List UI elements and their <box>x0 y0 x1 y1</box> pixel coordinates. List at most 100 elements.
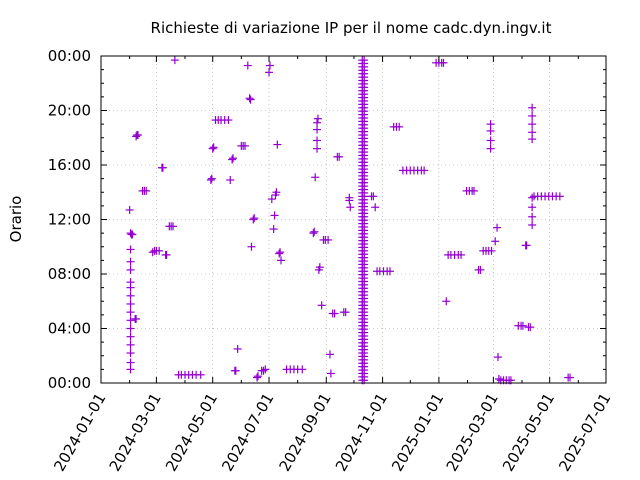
data-point <box>228 155 237 164</box>
data-point <box>270 211 279 220</box>
data-point <box>313 144 322 153</box>
data-point <box>522 241 531 250</box>
data-point <box>126 278 135 287</box>
data-point <box>565 373 574 382</box>
data-point <box>261 365 270 374</box>
data-point <box>346 203 355 212</box>
data-point <box>476 265 485 274</box>
data-point <box>126 340 135 349</box>
data-point <box>243 61 252 70</box>
data-point <box>360 56 369 65</box>
data-point <box>250 214 259 223</box>
data-point <box>526 323 535 332</box>
grid-lines <box>101 56 606 383</box>
data-point <box>309 229 318 238</box>
data-point <box>395 122 404 131</box>
data-point <box>128 230 137 239</box>
y-tick-label: 16:00 <box>48 156 91 174</box>
data-point <box>126 308 135 317</box>
data-point <box>126 365 135 374</box>
data-point <box>125 205 134 214</box>
data-point <box>528 212 537 221</box>
y-tick-label: 08:00 <box>48 265 91 283</box>
data-point <box>311 173 320 182</box>
data-point <box>241 141 250 150</box>
data-point <box>169 222 178 231</box>
data-point <box>132 314 141 323</box>
data-point <box>126 245 135 254</box>
data-point <box>275 249 284 258</box>
data-point <box>486 144 495 153</box>
data-point <box>486 126 495 135</box>
data-point <box>126 257 135 266</box>
data-point <box>272 188 281 197</box>
data-point <box>226 175 235 184</box>
data-point <box>341 308 350 317</box>
data-point <box>247 242 256 251</box>
data-point <box>313 136 322 145</box>
data-point <box>209 143 218 152</box>
data-point <box>259 366 268 375</box>
data-point <box>267 195 276 204</box>
data-point <box>487 246 496 255</box>
data-point <box>469 186 478 195</box>
data-point <box>233 344 242 353</box>
data-point <box>330 309 339 318</box>
data-point <box>269 225 278 234</box>
data-point <box>265 61 274 70</box>
data-point <box>206 175 215 184</box>
data-point <box>229 154 238 163</box>
data-point <box>528 128 537 137</box>
data-point <box>457 250 466 259</box>
data-point <box>246 95 255 104</box>
data-point <box>208 144 217 153</box>
data-point <box>439 58 448 67</box>
data-point <box>162 250 171 259</box>
data-point <box>369 192 378 201</box>
data-point <box>528 103 537 112</box>
data-point <box>313 125 322 134</box>
data-point <box>486 136 495 145</box>
data-point <box>276 248 285 257</box>
data-point <box>148 248 157 257</box>
data-point <box>324 235 333 244</box>
data-point <box>528 120 537 129</box>
data-point <box>491 237 500 246</box>
data-point <box>126 324 135 333</box>
data-point <box>170 56 179 65</box>
data-point <box>126 291 135 300</box>
data-point <box>528 135 537 144</box>
data-point <box>317 301 326 310</box>
data-point <box>494 374 503 383</box>
y-tick-label: 04:00 <box>48 320 91 338</box>
data-points <box>125 56 574 385</box>
data-point <box>335 152 344 161</box>
data-point <box>313 114 322 123</box>
data-point <box>142 186 151 195</box>
data-point <box>196 370 205 379</box>
data-point <box>315 263 324 272</box>
data-point <box>442 297 451 306</box>
data-point <box>207 174 216 183</box>
data-point <box>528 203 537 212</box>
y-tick-label: 20:00 <box>48 102 91 120</box>
data-point <box>371 203 380 212</box>
data-point <box>126 358 135 367</box>
data-point <box>555 192 564 201</box>
data-point <box>486 120 495 129</box>
chart-title: Richieste di variazione IP per il nome c… <box>151 19 552 37</box>
data-point <box>132 132 141 141</box>
data-point <box>126 349 135 358</box>
data-point <box>528 111 537 120</box>
data-point <box>133 131 142 140</box>
data-point <box>126 332 135 341</box>
data-point <box>253 372 262 381</box>
data-point <box>493 223 502 232</box>
data-point <box>158 163 167 172</box>
data-point <box>273 140 282 149</box>
data-point <box>313 118 322 127</box>
data-point <box>528 220 537 229</box>
data-point <box>326 369 335 378</box>
data-point <box>420 166 429 175</box>
